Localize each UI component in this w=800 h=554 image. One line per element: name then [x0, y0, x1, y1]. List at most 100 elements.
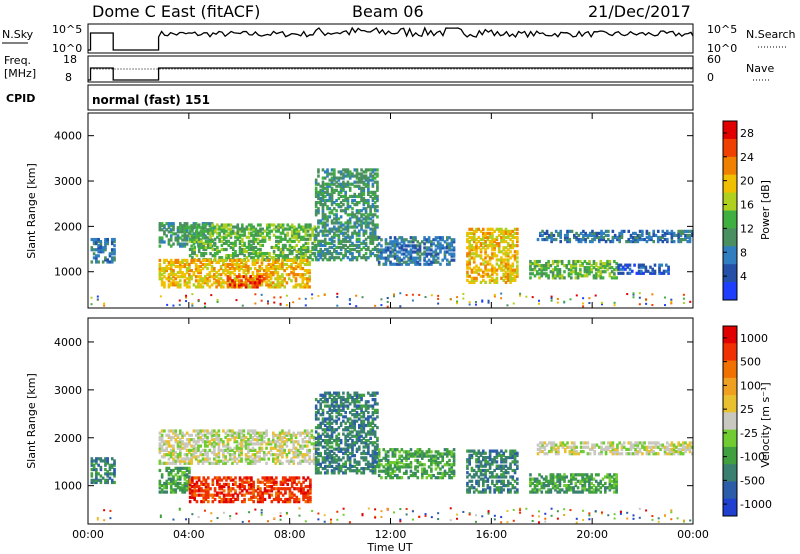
data-cell: [169, 438, 173, 442]
data-cell: [377, 256, 381, 260]
data-cell: [252, 491, 255, 495]
data-cell: [284, 476, 287, 480]
data-cell: [234, 241, 237, 245]
colorbar-segment: [723, 192, 737, 211]
data-cell: [346, 438, 350, 443]
data-cell: [202, 254, 206, 258]
data-cell: [466, 266, 469, 270]
data-cell: [323, 395, 327, 400]
data-cell: [326, 443, 329, 447]
data-cell: [608, 274, 612, 278]
data-cell: [355, 176, 359, 180]
data-cell: [466, 231, 469, 236]
data-cell: [278, 442, 282, 446]
data-cell: [210, 438, 214, 442]
data-cell: [270, 476, 274, 480]
data-cell: [250, 225, 253, 229]
data-cell: [328, 229, 332, 233]
data-cell: [281, 500, 285, 504]
data-cell: [323, 391, 327, 395]
data-cell: [213, 256, 217, 260]
data-cell: [215, 431, 218, 435]
data-cell: [373, 223, 377, 227]
data-cell: [303, 453, 307, 457]
data-cell: [174, 488, 178, 492]
data-cell: [293, 247, 296, 252]
data-cell: [197, 440, 200, 444]
data-cell: [287, 461, 291, 465]
data-cell: [272, 480, 276, 484]
data-cell: [208, 271, 212, 275]
data-cell: [215, 279, 218, 283]
data-cell: [466, 262, 469, 266]
data-cell: [411, 510, 414, 513]
data-cell: [265, 431, 268, 435]
data-cell: [502, 237, 506, 242]
power-data-cells: [90, 168, 694, 308]
data-cell: [333, 239, 336, 243]
data-cell: [309, 497, 312, 502]
data-cell: [647, 237, 651, 242]
data-cell: [218, 227, 221, 231]
data-cell: [626, 265, 630, 269]
data-cell: [386, 297, 389, 300]
data-cell: [348, 251, 352, 256]
data-cell: [342, 182, 345, 186]
data-cell: [361, 296, 364, 299]
data-cell: [290, 271, 293, 275]
data-cell: [414, 260, 417, 264]
data-cell: [491, 272, 494, 276]
data-cell: [158, 479, 162, 483]
data-cell: [237, 446, 241, 450]
data-cell: [309, 500, 312, 504]
data-cell: [306, 448, 309, 452]
data-cell: [445, 258, 449, 262]
data-cell: [652, 233, 656, 238]
data-cell: [337, 170, 341, 174]
data-cell: [547, 276, 550, 280]
data-cell: [308, 285, 311, 289]
data-cell: [185, 236, 189, 240]
data-cell: [604, 239, 608, 244]
data-cell: [348, 451, 352, 456]
data-cell: [231, 243, 235, 248]
data-cell: [656, 237, 660, 242]
data-cell: [176, 481, 180, 486]
data-cell: [641, 233, 644, 238]
data-cell: [160, 461, 164, 465]
data-cell: [337, 203, 341, 207]
data-cell: [360, 227, 363, 231]
data-cell: [333, 247, 336, 252]
data-cell: [241, 484, 244, 489]
data-cell: [176, 283, 180, 287]
data-cell: [190, 457, 193, 461]
data-cell: [333, 178, 336, 182]
data-cell: [178, 508, 181, 511]
data-cell: [543, 237, 547, 242]
data-cell: [197, 264, 200, 269]
data-cell: [188, 484, 192, 489]
data-cell: [449, 298, 452, 301]
data-cell: [158, 266, 162, 271]
data-cell: [306, 491, 310, 495]
data-cell: [449, 519, 452, 522]
data-cell: [270, 500, 274, 504]
data-cell: [225, 478, 228, 482]
colorbar-segment: [723, 174, 737, 194]
data-cell: [247, 487, 251, 491]
data-cell: [294, 448, 298, 452]
data-cell: [353, 223, 357, 227]
data-cell: [509, 237, 512, 242]
data-cell: [516, 266, 519, 270]
data-cell: [566, 231, 569, 236]
data-cell: [661, 229, 665, 233]
data-cell: [179, 266, 182, 271]
data-cell: [300, 245, 303, 250]
data-cell: [556, 298, 559, 301]
data-cell: [108, 467, 112, 472]
data-cell: [511, 235, 515, 240]
data-cell: [185, 461, 189, 465]
data-cell: [607, 514, 610, 517]
data-cell: [337, 393, 341, 397]
data-cell: [206, 429, 209, 433]
